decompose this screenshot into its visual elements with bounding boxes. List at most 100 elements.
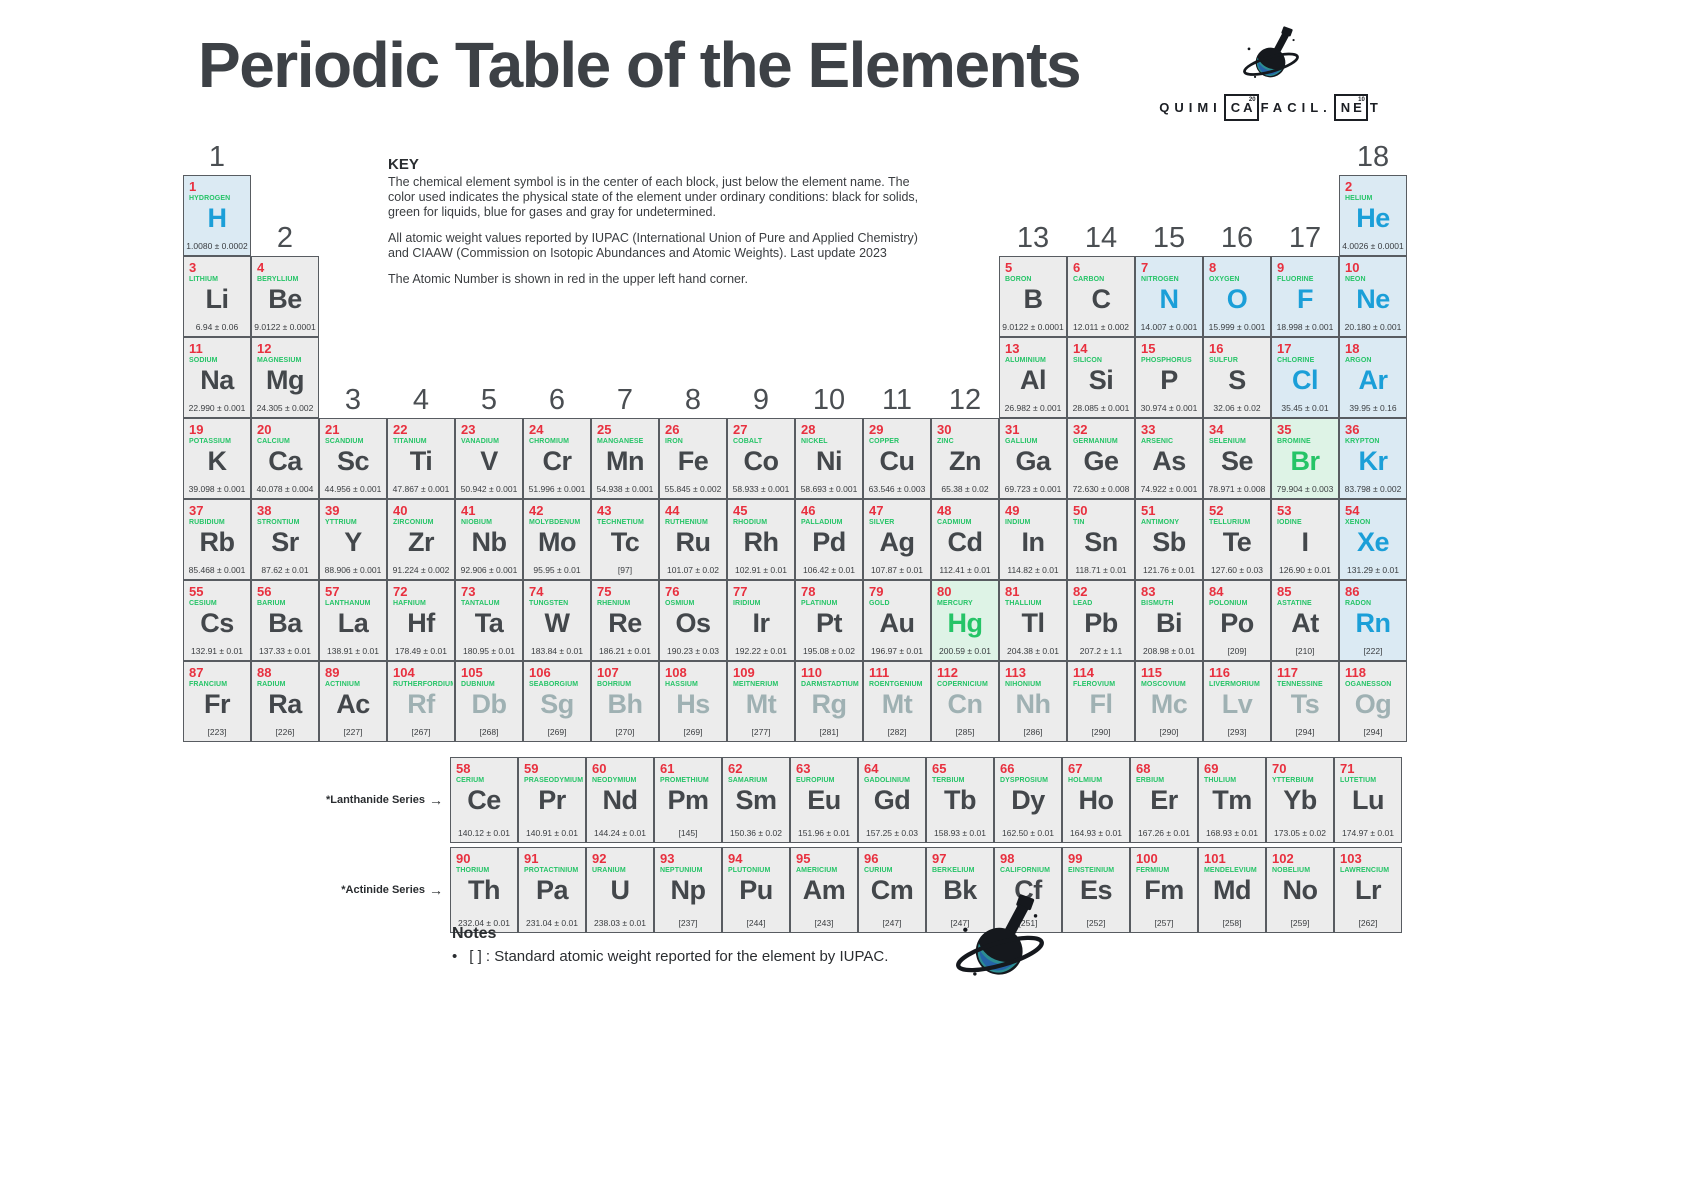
element-name: GALLIUM (1005, 438, 1038, 445)
element-name: IRON (665, 438, 683, 445)
element-symbol: Cd (947, 527, 984, 557)
element-symbol: Rh (743, 527, 780, 557)
element-cell-61: 61 PROMETHIUM Pm [145] (654, 757, 722, 843)
atomic-number: 108 (665, 665, 687, 680)
element-name: CURIUM (864, 867, 893, 874)
atomic-weight: 92.906 ± 0.001 (460, 565, 518, 575)
flask-planet-icon (1241, 20, 1304, 84)
atomic-weight: 232.04 ± 0.01 (458, 918, 510, 928)
element-cell-81: 81 THALLIUM Tl 204.38 ± 0.01 (999, 580, 1067, 661)
element-symbol: Nb (471, 527, 508, 557)
atomic-weight: 107.87 ± 0.01 (871, 565, 923, 575)
atomic-weight: [226] (275, 727, 295, 737)
element-cell-33: 33 ARSENIC As 74.922 ± 0.001 (1135, 418, 1203, 499)
element-cell-89: 89 ACTINIUM Ac [227] (319, 661, 387, 742)
element-name: FLEROVIUM (1073, 681, 1116, 688)
atomic-weight: 178.49 ± 0.01 (395, 646, 447, 656)
element-name: ARSENIC (1141, 438, 1174, 445)
atomic-weight: [259] (1290, 918, 1310, 928)
element-name: TERBIUM (932, 777, 965, 784)
element-cell-29: 29 COPPER Cu 63.546 ± 0.003 (863, 418, 931, 499)
atomic-number: 78 (801, 584, 816, 599)
element-name: BERKELIUM (932, 867, 975, 874)
atomic-weight: 102.91 ± 0.01 (735, 565, 787, 575)
atomic-weight: 65.38 ± 0.02 (941, 484, 989, 494)
element-symbol: Yb (1283, 785, 1317, 815)
element-symbol: Se (1220, 446, 1254, 476)
element-symbol: Mo (538, 527, 576, 557)
element-symbol: Tl (1021, 608, 1046, 638)
atomic-number: 81 (1005, 584, 1020, 599)
atomic-weight: [294] (1295, 727, 1315, 737)
element-name: RHENIUM (597, 600, 631, 607)
element-cell-75: 75 RHENIUM Re 186.21 ± 0.01 (591, 580, 659, 661)
element-cell-80: 80 MERCURY Hg 200.59 ± 0.01 (931, 580, 999, 661)
element-name: HOLMIUM (1068, 777, 1103, 784)
atomic-number: 31 (1005, 422, 1020, 437)
atomic-weight: 44.956 ± 0.001 (324, 484, 382, 494)
atomic-weight: 140.12 ± 0.01 (458, 828, 510, 838)
element-symbol: Pa (535, 875, 569, 905)
element-cell-113: 113 NIHONIUM Nh [286] (999, 661, 1067, 742)
group-label-3: 3 (344, 384, 362, 416)
brand-text-part: FACIL. (1260, 100, 1332, 115)
element-symbol: Pt (816, 608, 843, 638)
element-name: MOSCOVIUM (1141, 681, 1186, 688)
element-name: XENON (1345, 519, 1371, 526)
element-name: CESIUM (189, 600, 217, 607)
element-symbol: Pb (1084, 608, 1118, 638)
atomic-weight: 47.867 ± 0.001 (392, 484, 450, 494)
atomic-weight: 101.07 ± 0.02 (667, 565, 719, 575)
element-name: NEODYMIUM (592, 777, 637, 784)
atomic-number: 1 (189, 179, 197, 194)
atomic-number: 104 (393, 665, 415, 680)
element-symbol: Cs (200, 608, 234, 638)
element-name: CALCIUM (257, 438, 290, 445)
element-name: SEABORGIUM (529, 681, 579, 688)
element-symbol: Ga (1015, 446, 1051, 476)
element-name: MENDELEVIUM (1204, 867, 1257, 874)
element-name: FRANCIUM (189, 681, 228, 688)
element-cell-82: 82 LEAD Pb 207.2 ± 1.1 (1067, 580, 1135, 661)
atomic-number: 106 (529, 665, 551, 680)
group-label-9: 9 (752, 384, 770, 416)
atomic-number: 102 (1272, 851, 1294, 866)
element-cell-73: 73 TANTALUM Ta 180.95 ± 0.01 (455, 580, 523, 661)
element-name: STRONTIUM (257, 519, 300, 526)
actinide-series-row: *Actinide Series → 90 THORIUM Th 232.04 ± 0… (183, 847, 1402, 933)
atomic-weight: 207.2 ± 1.1 (1079, 646, 1123, 656)
element-symbol: Ta (474, 608, 504, 638)
element-cell-91: 91 PROTACTINIUM Pa 231.04 ± 0.01 (518, 847, 586, 933)
atomic-number: 60 (592, 761, 607, 776)
element-symbol: Cm (870, 875, 914, 905)
element-cell-12: 12 MAGNESIUM Mg 24.305 ± 0.002 (251, 337, 319, 418)
element-name: DUBNIUM (461, 681, 495, 688)
element-cell-97: 97 BERKELIUM Bk [247] (926, 847, 994, 933)
element-symbol: Lu (1352, 785, 1385, 815)
element-symbol: Ru (675, 527, 712, 557)
atomic-number: 117 (1277, 665, 1298, 680)
bullet-icon: • (452, 948, 458, 965)
element-name: SAMARIUM (728, 777, 768, 784)
atomic-number: 2 (1345, 179, 1353, 194)
element-cell-102: 102 NOBELIUM No [259] (1266, 847, 1334, 933)
atomic-weight: [97] (617, 565, 633, 575)
element-symbol: Sm (735, 785, 777, 815)
atomic-weight: [243] (814, 918, 834, 928)
brand-element-box-ca: CA 20 (1223, 94, 1259, 121)
atomic-weight: 186.21 ± 0.01 (599, 646, 651, 656)
element-cell-66: 66 DYSPROSIUM Dy 162.50 ± 0.01 (994, 757, 1062, 843)
element-symbol: O (1226, 284, 1248, 314)
element-name: RHODIUM (733, 519, 768, 526)
element-symbol: He (1356, 203, 1390, 233)
element-name: BERYLLIUM (257, 276, 299, 283)
atomic-weight: 106.42 ± 0.01 (803, 565, 855, 575)
element-name: PHOSPHORUS (1141, 357, 1192, 364)
element-name: MAGNESIUM (257, 357, 302, 364)
element-cell-2: 2 HELIUM He 4.0026 ± 0.0001 (1339, 175, 1407, 256)
element-cell-19: 19 POTASSIUM K 39.098 ± 0.001 (183, 418, 251, 499)
element-name: CHROMIUM (529, 438, 570, 445)
element-name: LEAD (1073, 600, 1093, 607)
element-name: IRIDIUM (733, 600, 761, 607)
